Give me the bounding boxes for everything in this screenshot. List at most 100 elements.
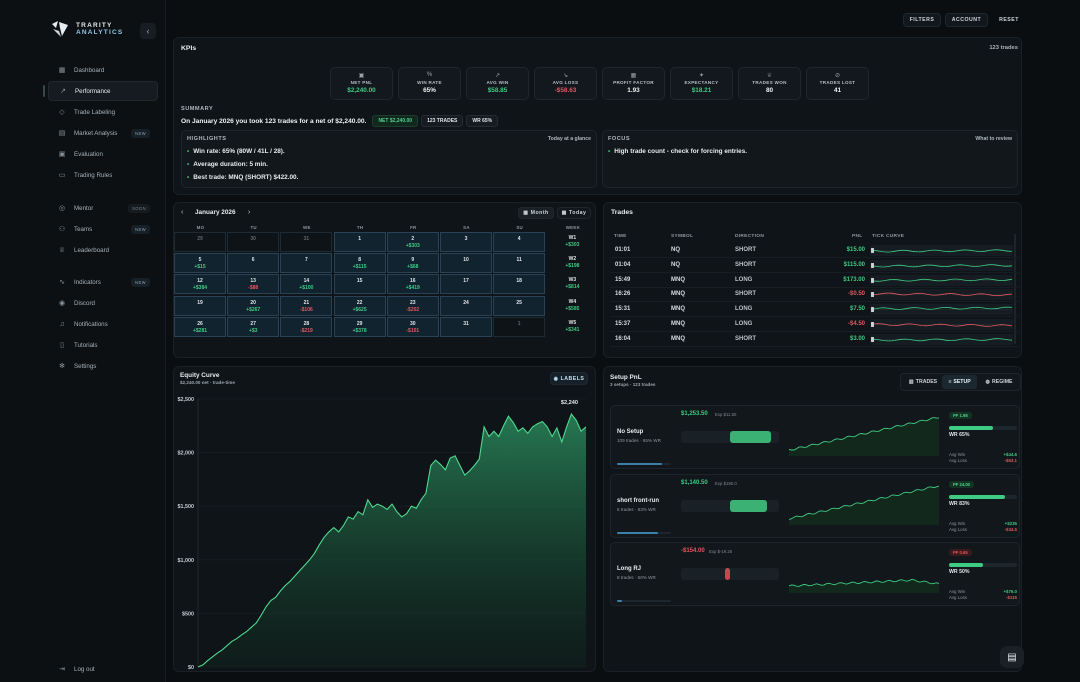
tab-trades[interactable]: ▥ TRADES [904, 375, 942, 389]
col-time[interactable]: TIME [614, 234, 627, 239]
logout-button[interactable]: ⇥ Log out [48, 659, 158, 679]
calendar-day[interactable]: 1 [333, 232, 386, 252]
calendar-day[interactable]: 21 -$106 [280, 295, 333, 316]
calendar-day[interactable]: 31 [280, 232, 333, 252]
sidebar-item-trading-rules[interactable]: ▭ Trading Rules [48, 165, 158, 185]
kpi-card[interactable]: ✦ EXPECTANCY $18.21 [670, 67, 733, 100]
sidebar-item-evaluation[interactable]: ▣ Evaluation [48, 144, 158, 164]
calendar-day[interactable]: 14 +$100 [280, 274, 333, 295]
kpi-card[interactable]: ↗ AVG WIN $58.85 [466, 67, 529, 100]
setup-name: short front-run [617, 497, 659, 504]
trades-scrollbar[interactable] [1014, 234, 1016, 344]
tab-setup[interactable]: ≡ SETUP [942, 375, 977, 389]
trade-row[interactable]: 15:31 MNQ LONG $7.50 [610, 302, 1018, 318]
trade-row[interactable]: 15:37 MNQ LONG -$4.50 [610, 317, 1018, 332]
sidebar-badge: NEW [131, 224, 150, 234]
trade-row[interactable]: 01:04 NQ SHORT $115.00 [610, 258, 1018, 273]
prev-month-button[interactable]: ‹ [181, 209, 184, 216]
calendar-day[interactable]: 12 +$384 [174, 274, 226, 295]
sidebar-item-notifications[interactable]: ♫ Notifications [48, 314, 158, 334]
calendar-day[interactable]: 27 +$3 [227, 316, 280, 337]
sidebar-item-indicators[interactable]: ∿ Indicators NEW [48, 272, 158, 292]
calendar-day[interactable]: 17 [440, 274, 492, 295]
tab-setup-label: SETUP [953, 379, 971, 385]
account-button[interactable]: ACCOUNT [945, 13, 988, 27]
collapse-sidebar-button[interactable]: ‹ [140, 23, 156, 39]
sidebar-item-trade-labeling[interactable]: ◇ Trade Labeling [48, 102, 158, 122]
setup-name: Long RJ [617, 566, 641, 572]
col-direction[interactable]: DIRECTION [735, 234, 765, 239]
calendar-day[interactable]: 16 +$419 [386, 274, 439, 295]
sidebar-item-settings[interactable]: ✻ Settings [48, 356, 158, 376]
calendar-day[interactable]: 19 [174, 295, 226, 316]
month-view-button[interactable]: ▦ Month [518, 207, 554, 219]
sidebar-item-market-analysis[interactable]: ▤ Market Analysis NEW [48, 123, 158, 143]
trade-row[interactable]: 01:01 NQ SHORT $15.00 [610, 243, 1018, 258]
calendar-day[interactable]: 11 [493, 253, 546, 274]
calendar-day[interactable]: 4 [493, 232, 546, 252]
mentor-icon: ◎ [58, 205, 66, 212]
calendar-day[interactable]: 30 [227, 232, 280, 252]
kpi-card[interactable]: ♕ TRADES WON 80 [738, 67, 801, 100]
calendar-day[interactable]: 29 +$378 [333, 316, 386, 337]
col-symbol[interactable]: SYMBOL [671, 234, 694, 239]
calendar-day[interactable]: 2 +$303 [386, 232, 439, 252]
day-pnl: +$281 [192, 327, 208, 334]
col-pnl[interactable]: PNL [852, 234, 863, 239]
setup-card[interactable]: $1,140.50 Exp $190.0 short front-run 6 trad… [610, 473, 1020, 538]
kpi-card[interactable]: ↘ AVG LOSS -$58.63 [534, 67, 597, 100]
sidebar-item-performance[interactable]: ↗ Performance [48, 81, 158, 101]
calendar-day[interactable]: 1 [493, 316, 546, 337]
kpi-icon: % [426, 72, 433, 78]
equity-line [197, 412, 587, 668]
calendar-day[interactable]: 15 [333, 274, 386, 295]
calendar-day[interactable]: 5 +$15 [174, 253, 226, 274]
sidebar-item-leaderboard[interactable]: ♕ Leaderboard [48, 240, 158, 260]
tab-regime[interactable]: ◍ REGIME [980, 375, 1018, 389]
chat-button[interactable]: ▤ [1000, 646, 1024, 668]
calendar-day[interactable]: 24 [440, 295, 492, 316]
sidebar-item-discord[interactable]: ◉ Discord [48, 293, 158, 313]
labels-toggle[interactable]: ◉ LABELS [550, 372, 588, 385]
kpi-card[interactable]: % WIN RATE 65% [398, 67, 461, 100]
calendar-day[interactable]: 3 [440, 232, 492, 252]
calendar-day[interactable]: 10 [440, 253, 492, 274]
setup-card[interactable]: $1,253.50 Exp $11.50 No Setup 109 trades · … [610, 405, 1020, 469]
calendar-day[interactable]: 31 [440, 316, 492, 337]
day-pnl: +$267 [246, 306, 261, 313]
kpi-card[interactable]: ▣ NET PNL $2,240.00 [330, 67, 393, 100]
calendar-day[interactable]: 29 [174, 232, 226, 252]
brand[interactable]: TRARITY ANALYTICS [50, 20, 123, 38]
calendar-day[interactable]: 20 +$267 [227, 295, 280, 316]
calendar-day[interactable]: 26 +$281 [174, 316, 226, 337]
trade-row[interactable]: 16:26 MNQ SHORT -$0.50 [610, 287, 1018, 303]
filters-button[interactable]: FILTERS [903, 13, 941, 27]
calendar-day[interactable]: 8 +$115 [333, 253, 386, 274]
setup-card[interactable]: -$154.00 Exp $-19.25 Long RJ 8 trades · 50%… [610, 542, 1020, 606]
calendar-day[interactable]: 18 [493, 274, 546, 295]
trade-symbol: NQ [671, 261, 680, 268]
reset-button[interactable]: RESET [999, 17, 1019, 23]
sidebar-item-tutorials[interactable]: ▯ Tutorials [48, 335, 158, 355]
calendar-day[interactable]: 7 [280, 253, 333, 274]
calendar-day[interactable]: 9 +$68 [386, 253, 439, 274]
trade-row[interactable]: 15:49 MNQ LONG $173.00 [610, 273, 1018, 288]
calendar-day[interactable]: 28 -$219 [280, 316, 333, 337]
trade-symbol: MNQ [671, 306, 685, 313]
calendar-day[interactable]: 23 -$202 [386, 295, 439, 316]
trade-row[interactable]: 16:04 MNQ SHORT $3.00 [610, 332, 1018, 347]
calendar-day[interactable]: 6 [227, 253, 280, 274]
calendar-day[interactable]: 25 [493, 295, 546, 316]
equity-subtitle: $2,240.00 net · trade-time [180, 380, 235, 385]
calendar-day[interactable]: 30 -$101 [386, 316, 439, 337]
indicator-icon: ∿ [59, 279, 65, 286]
sidebar-item-teams[interactable]: ⚇ Teams NEW [48, 219, 158, 239]
kpi-card[interactable]: ⊘ TRADES LOST 41 [806, 67, 869, 100]
calendar-day[interactable]: 13 -$88 [227, 274, 280, 295]
sidebar-item-mentor[interactable]: ◎ Mentor SOON [48, 198, 158, 218]
sidebar-item-dashboard[interactable]: ▦ Dashboard [48, 60, 158, 80]
next-month-button[interactable]: › [248, 209, 251, 216]
calendar-day[interactable]: 22 +$625 [333, 295, 386, 316]
today-button[interactable]: ▦ Today [557, 207, 591, 219]
kpi-card[interactable]: ▦ PROFIT FACTOR 1.93 [602, 67, 665, 100]
